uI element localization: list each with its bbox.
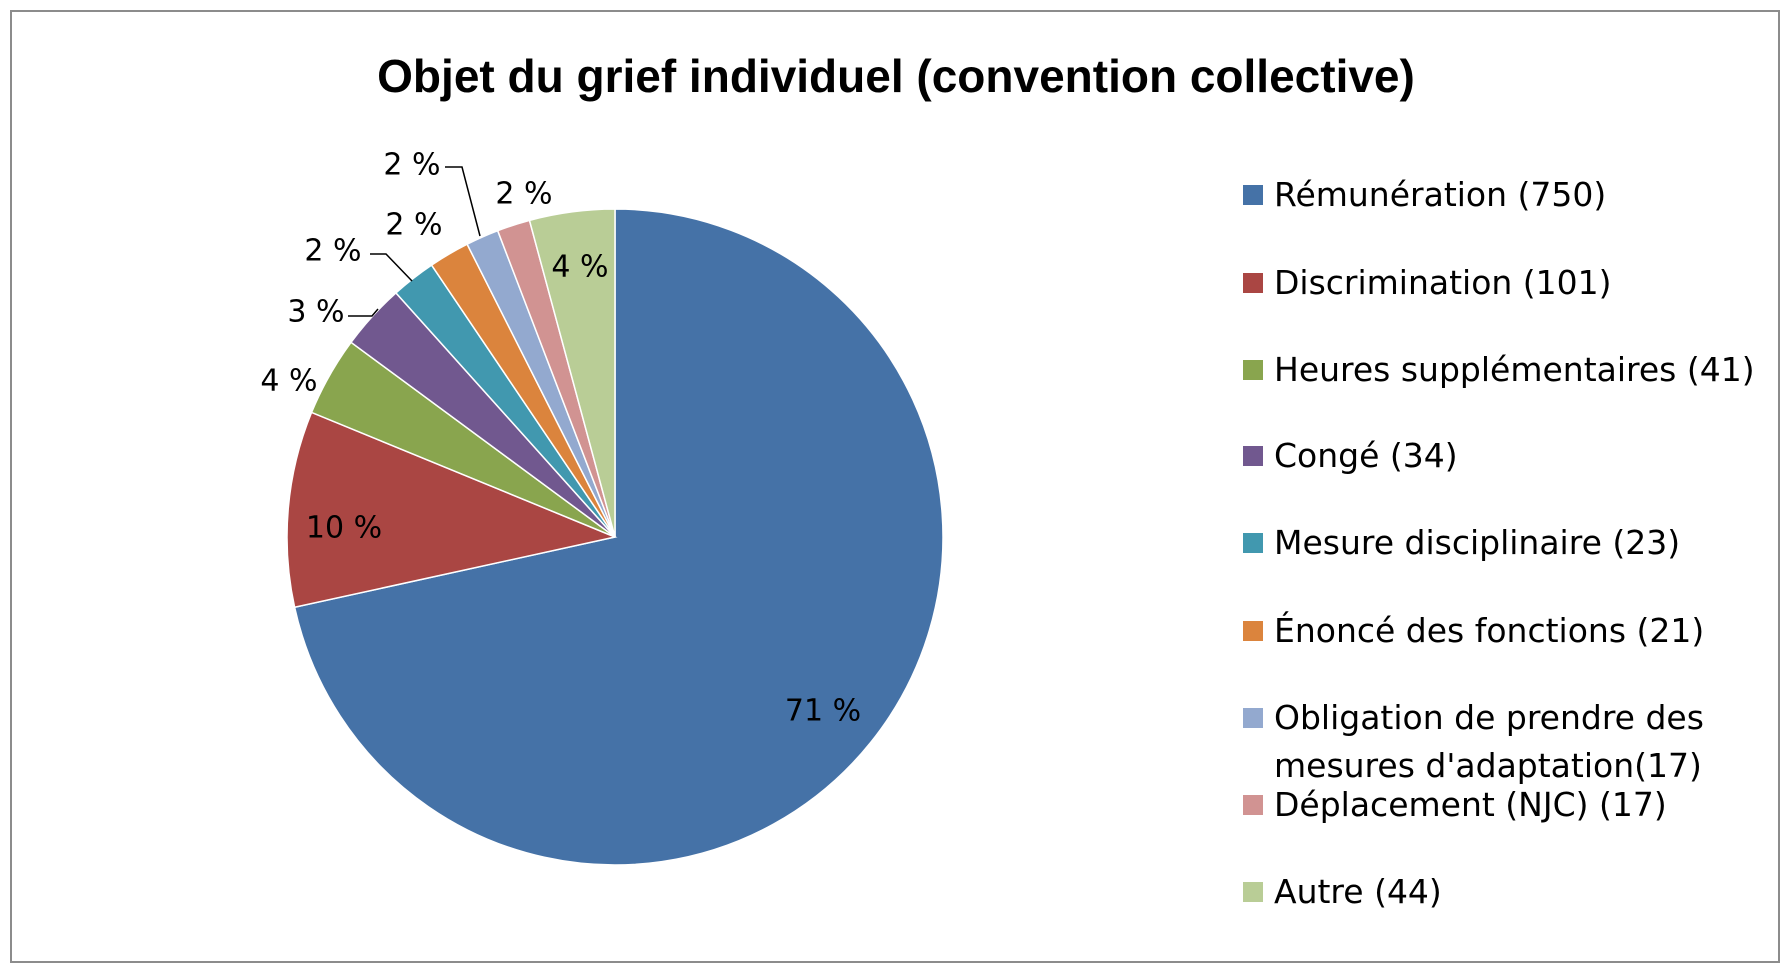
leader-lines <box>348 166 481 317</box>
legend-entry-3: Heures supplémentaires (41) <box>1274 350 1755 389</box>
data-label-7: 2 % <box>383 148 440 183</box>
legend-swatch-9 <box>1243 882 1263 902</box>
legend-entry-8: Déplacement (NJC) (17) <box>1274 785 1667 824</box>
pie-slices <box>286 208 944 866</box>
chart-title: Objet du grief individuel (convention co… <box>377 50 1415 102</box>
data-labels: 71 % 10 % 4 % 3 % 2 % 2 % 2 % 2 % 4 % <box>260 148 861 729</box>
legend-entry-5: Mesure disciplinaire (23) <box>1274 523 1680 562</box>
leader-line-5 <box>370 253 413 282</box>
legend-swatch-7 <box>1243 708 1263 728</box>
legend-entry-6: Énoncé des fonctions (21) <box>1274 610 1704 650</box>
legend-entry-4: Congé (34) <box>1274 436 1458 475</box>
data-label-1: 71 % <box>785 694 861 729</box>
legend-entry-1: Rémunération (750) <box>1274 175 1606 214</box>
legend-swatch-1 <box>1243 185 1263 205</box>
leader-line-7 <box>445 166 481 237</box>
pie-slice-9 <box>528 208 616 538</box>
legend-swatch-5 <box>1243 533 1263 553</box>
pie-slice-1 <box>293 208 944 866</box>
data-label-2: 10 % <box>306 511 382 546</box>
legend: Rémunération (750) Discrimination (101) He… <box>1243 175 1755 911</box>
data-label-4: 3 % <box>287 295 344 330</box>
legend-swatch-2 <box>1243 273 1263 293</box>
pie-slice-2 <box>286 411 618 609</box>
legend-entry-2: Discrimination (101) <box>1274 263 1612 302</box>
legend-swatch-4 <box>1243 446 1263 466</box>
data-label-5: 2 % <box>304 234 361 269</box>
leader-line-4 <box>348 308 379 317</box>
legend-swatch-6 <box>1243 621 1263 641</box>
legend-entry-9: Autre (44) <box>1274 872 1442 911</box>
legend-entry-7: Obligation de prendre des mesures d'adapt… <box>1274 698 1704 785</box>
legend-swatch-3 <box>1243 360 1263 380</box>
data-label-3: 4 % <box>260 364 317 399</box>
data-label-8: 2 % <box>495 177 552 212</box>
data-label-9: 4 % <box>551 250 608 285</box>
legend-swatch-8 <box>1243 795 1263 815</box>
data-label-6: 2 % <box>385 208 442 243</box>
